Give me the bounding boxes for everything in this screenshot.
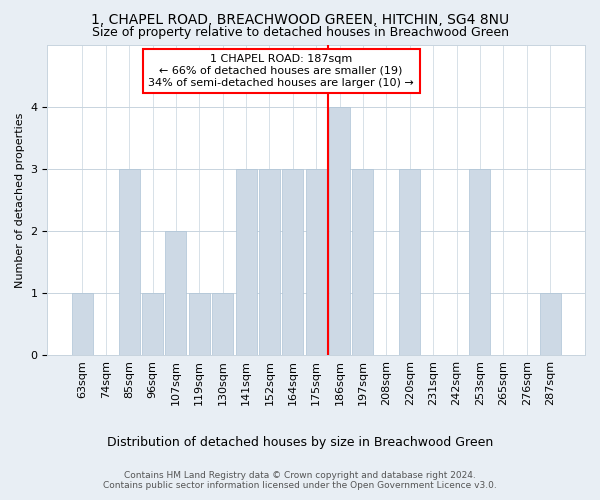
Text: Size of property relative to detached houses in Breachwood Green: Size of property relative to detached ho… (91, 26, 509, 39)
Bar (212, 293, 233, 355)
Y-axis label: Number of detached properties: Number of detached properties (15, 112, 25, 288)
Bar (236, 169, 257, 355)
Bar (142, 293, 163, 355)
Bar (72, 293, 93, 355)
Bar (539, 293, 560, 355)
Bar (282, 169, 304, 355)
Text: Distribution of detached houses by size in Breachwood Green: Distribution of detached houses by size … (107, 436, 493, 449)
Bar (166, 231, 187, 355)
Text: 1 CHAPEL ROAD: 187sqm
← 66% of detached houses are smaller (19)
34% of semi-deta: 1 CHAPEL ROAD: 187sqm ← 66% of detached … (148, 54, 414, 88)
Bar (352, 169, 373, 355)
Text: Contains public sector information licensed under the Open Government Licence v3: Contains public sector information licen… (103, 482, 497, 490)
Bar (189, 293, 210, 355)
Bar (259, 169, 280, 355)
Bar (469, 169, 490, 355)
Bar (305, 169, 327, 355)
Bar (119, 169, 140, 355)
Bar (399, 169, 420, 355)
Text: Contains HM Land Registry data © Crown copyright and database right 2024.: Contains HM Land Registry data © Crown c… (124, 472, 476, 480)
Bar (329, 107, 350, 355)
Text: 1, CHAPEL ROAD, BREACHWOOD GREEN, HITCHIN, SG4 8NU: 1, CHAPEL ROAD, BREACHWOOD GREEN, HITCHI… (91, 12, 509, 26)
